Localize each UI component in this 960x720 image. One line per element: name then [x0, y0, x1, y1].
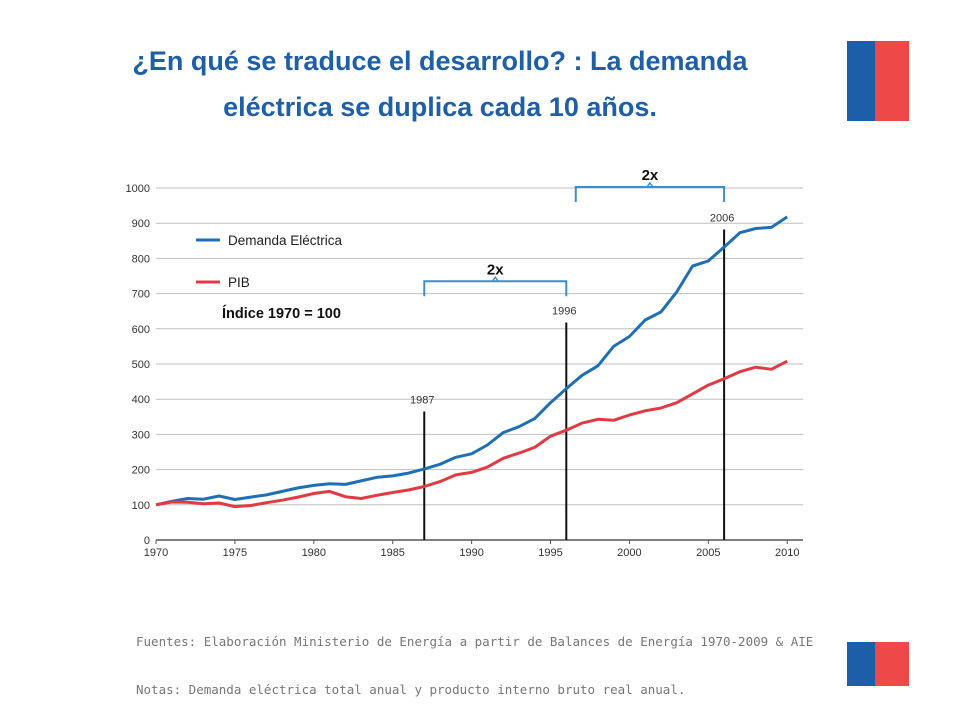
chile-flag-logo-top	[847, 41, 909, 121]
y-tick-label: 300	[132, 429, 150, 441]
legend-label: PIB	[228, 275, 250, 290]
sources-text: Fuentes: Elaboración Ministerio de Energ…	[136, 634, 814, 649]
x-tick-label: 1990	[459, 547, 483, 559]
x-tick-label: 1985	[380, 547, 404, 559]
series-line-demanda	[155, 215, 789, 507]
chile-flag-logo-bottom	[847, 642, 909, 686]
x-tick-label: 1970	[144, 547, 168, 559]
y-tick-label: 900	[132, 218, 150, 230]
y-tick-label: 0	[144, 535, 150, 547]
doubling-bracket	[574, 185, 726, 202]
x-tick-label: 2010	[775, 547, 799, 559]
event-vline-label: 1987	[410, 395, 434, 407]
y-tick-label: 500	[132, 359, 150, 371]
series-points-pib	[155, 361, 788, 507]
bracket-label: 2x	[487, 261, 504, 278]
x-tick-label: 1995	[538, 547, 562, 559]
index-note: Índice 1970 = 100	[222, 305, 341, 322]
y-tick-label: 200	[132, 465, 150, 477]
x-tick-label: 2005	[696, 547, 720, 559]
flag-red-stripe	[875, 41, 909, 121]
doubling-bracket	[423, 280, 568, 297]
y-tick-label: 100	[132, 500, 150, 512]
y-tick-label: 600	[132, 324, 150, 336]
y-tick-label: 1000	[126, 183, 150, 195]
x-tick-label: 2000	[617, 547, 641, 559]
slide-title: ¿En qué se traduce el desarrollo? : La d…	[40, 38, 840, 130]
chart-footnotes: Fuentes: Elaboración Ministerio de Energ…	[136, 602, 813, 714]
line-chart: 0 100 200 300 400 500 600 700 800 900 1000 1970 1975…	[126, 167, 803, 559]
y-tick-label: 700	[132, 289, 150, 301]
event-vline-label: 1996	[552, 305, 576, 317]
series-points-demanda	[155, 216, 788, 505]
notes-text: Notas: Demanda eléctrica total anual y p…	[136, 682, 686, 697]
y-tick-label: 400	[132, 394, 150, 406]
flag-blue-stripe	[847, 41, 875, 121]
x-tick-label: 1975	[223, 547, 247, 559]
flag-red-stripe	[875, 642, 909, 686]
bracket-notch	[491, 276, 499, 282]
slide-title-line-2: eléctrica se duplica cada 10 años.	[223, 92, 657, 122]
bracket-label: 2x	[642, 167, 659, 184]
x-tick-label: 1980	[302, 547, 326, 559]
bracket-notch	[646, 181, 654, 188]
y-tick-label: 800	[132, 253, 150, 265]
series-line-pib	[155, 359, 788, 509]
legend-label: Demanda Eléctrica	[228, 233, 343, 248]
slide-title-line-1: ¿En qué se traduce el desarrollo? : La d…	[132, 46, 748, 76]
event-vline-label: 2006	[710, 213, 734, 225]
flag-blue-stripe	[847, 642, 875, 686]
